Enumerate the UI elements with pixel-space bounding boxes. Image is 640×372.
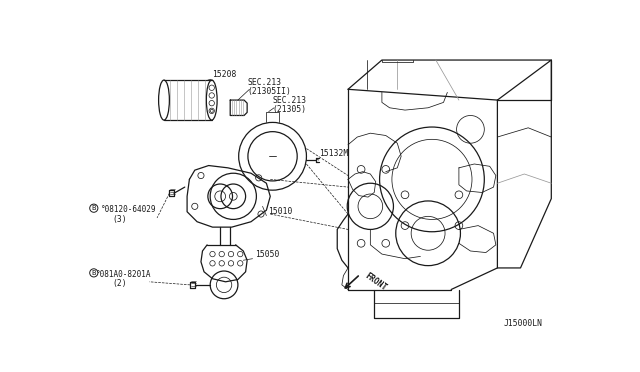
Text: (2): (2)	[113, 279, 127, 288]
Text: (3): (3)	[113, 215, 127, 224]
Text: °081A0-8201A: °081A0-8201A	[95, 270, 151, 279]
Text: (21305): (21305)	[273, 105, 307, 115]
Text: J15000LN: J15000LN	[504, 319, 543, 328]
Text: SEC.213: SEC.213	[273, 96, 307, 105]
Text: B: B	[92, 270, 96, 276]
Text: (21305II): (21305II)	[247, 87, 291, 96]
Text: 15132M: 15132M	[319, 149, 348, 158]
Text: FRONT: FRONT	[363, 271, 388, 292]
Text: 15050: 15050	[255, 250, 279, 259]
Text: B: B	[92, 205, 96, 211]
Text: 15208: 15208	[212, 70, 237, 79]
Text: SEC.213: SEC.213	[247, 78, 281, 87]
Text: 15010: 15010	[268, 207, 292, 216]
Text: °08120-64029: °08120-64029	[101, 205, 156, 215]
